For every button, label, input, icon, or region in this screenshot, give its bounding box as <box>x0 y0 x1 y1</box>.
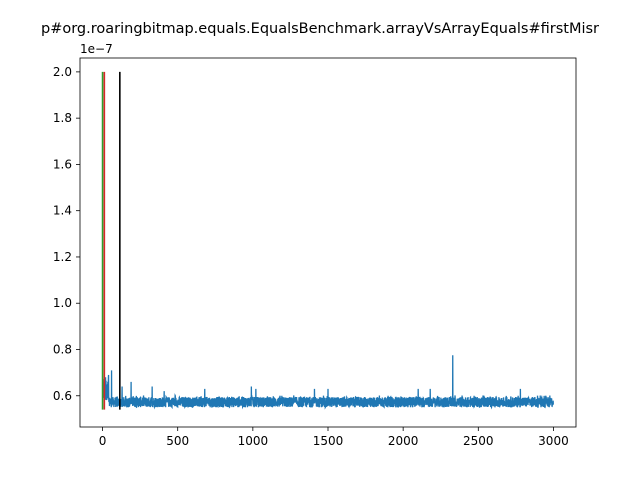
y-tick-label: 0.6 <box>53 389 72 403</box>
x-tick-label: 3000 <box>538 434 569 448</box>
y-tick-label: 1.4 <box>53 204 72 218</box>
series-line <box>101 355 554 410</box>
x-tick-label: 1500 <box>313 434 344 448</box>
y-tick-label: 2.0 <box>53 65 72 79</box>
x-tick-label: 0 <box>99 434 107 448</box>
x-tick-label: 1000 <box>238 434 269 448</box>
y-axis: 0.6 0.8 1.0 1.2 1.4 1.6 1.8 2.0 <box>53 65 80 403</box>
y-tick-label: 1.6 <box>53 157 72 171</box>
x-axis: 0 500 1000 1500 2000 2500 3000 <box>99 427 569 448</box>
y-tick-label: 0.8 <box>53 342 72 356</box>
plot-area <box>101 71 554 410</box>
x-tick-label: 500 <box>166 434 189 448</box>
y-tick-label: 1.2 <box>53 250 72 264</box>
x-tick-label: 2000 <box>388 434 419 448</box>
y-tick-label: 1.0 <box>53 296 72 310</box>
y-axis-offset-label: 1e−7 <box>80 42 113 56</box>
plot-frame <box>79 57 577 428</box>
x-tick-label: 2500 <box>463 434 494 448</box>
y-tick-label: 1.8 <box>53 111 72 125</box>
chart-title: p#org.roaringbitmap.equals.EqualsBenchma… <box>41 21 599 37</box>
